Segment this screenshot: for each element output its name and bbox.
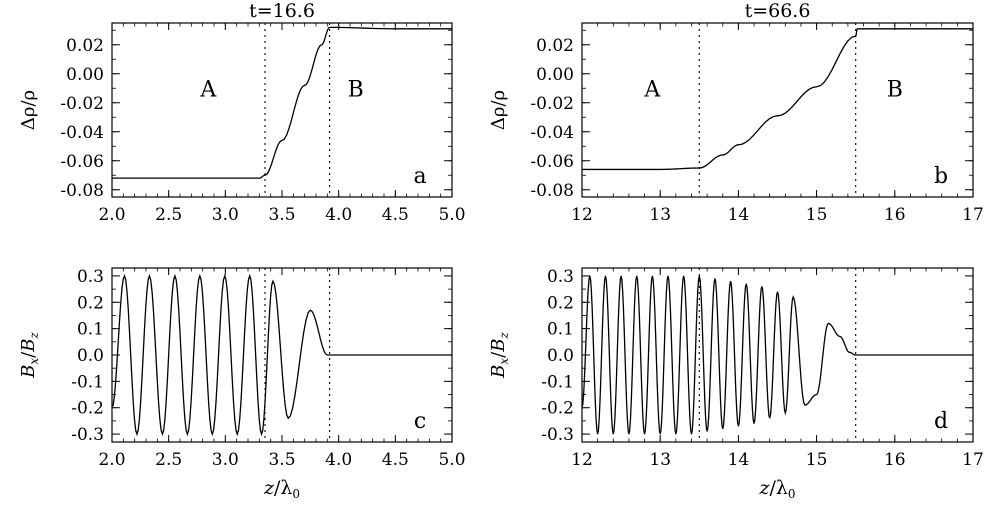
y-tick-label: -0.3 bbox=[541, 425, 574, 445]
chart-title: t=66.6 bbox=[745, 0, 811, 22]
x-tick-label: 3.0 bbox=[212, 205, 239, 225]
y-tick-label: 0.1 bbox=[77, 320, 104, 340]
chart-panel-b: t=66.6 12 13 14 15 16 17 0.02 0.00 -0.02 -0.04 -0.0… bbox=[488, 0, 984, 225]
x-tick-label: 12 bbox=[571, 205, 593, 225]
x-tick-label: 15 bbox=[806, 450, 828, 470]
y-tick-label: 0.2 bbox=[77, 293, 104, 313]
chart-title: t=16.6 bbox=[249, 0, 315, 22]
chart-panel-c: 2.0 2.5 3.0 3.5 4.0 4.5 5.0 0.3 0.2 0.1 0.0 -0.1 -0.… bbox=[18, 267, 466, 501]
chart-panel-a: t=16.6 2.0 2.5 3.0 3.5 4.0 4.5 5.0 0.02 0.00 -0.02… bbox=[18, 0, 466, 225]
y-tick-label: 0.2 bbox=[547, 293, 574, 313]
x-tick-label: 13 bbox=[649, 450, 671, 470]
y-tick-label: 0.1 bbox=[547, 320, 574, 340]
y-axis-label: Δρ/ρ bbox=[18, 90, 39, 130]
series-line bbox=[111, 273, 452, 437]
y-tick-label: -0.08 bbox=[530, 181, 574, 201]
y-tick-label: -0.1 bbox=[541, 372, 574, 392]
y-tick-label: -0.02 bbox=[60, 94, 104, 114]
y-tick-label: 0.00 bbox=[66, 65, 104, 85]
region-label: A bbox=[199, 77, 217, 102]
x-tick-label: 3.5 bbox=[268, 205, 295, 225]
y-tick-label: -0.04 bbox=[60, 123, 104, 143]
x-tick-label: 16 bbox=[884, 205, 906, 225]
y-tick-label: -0.08 bbox=[60, 181, 104, 201]
plot-frame bbox=[111, 22, 453, 198]
y-tick-label: -0.3 bbox=[71, 425, 104, 445]
chart-panel-d: 12 13 14 15 16 17 0.3 0.2 0.1 0.0 -0.1 -0.2 -0.3 Bx/B… bbox=[488, 267, 984, 501]
x-tick-label: 5.0 bbox=[438, 450, 465, 470]
y-axis-label: Bx/Bz bbox=[488, 332, 511, 379]
y-axis-label: Δρ/ρ bbox=[488, 90, 509, 130]
y-tick-label: 0.0 bbox=[547, 346, 574, 366]
region-label: A bbox=[643, 77, 661, 102]
y-tick-label: -0.2 bbox=[541, 399, 574, 419]
series-line bbox=[582, 28, 973, 171]
x-tick-label: 5.0 bbox=[438, 205, 465, 225]
panel-label: d bbox=[934, 409, 948, 434]
x-tick-label: 2.0 bbox=[98, 205, 125, 225]
y-tick-label: 0.3 bbox=[547, 267, 574, 287]
panel-label: a bbox=[413, 164, 426, 189]
x-tick-label: 3.0 bbox=[212, 450, 239, 470]
series-line bbox=[112, 26, 452, 179]
x-tick-label: 4.0 bbox=[325, 205, 352, 225]
y-tick-label: -0.1 bbox=[71, 372, 104, 392]
x-tick-label: 14 bbox=[728, 205, 750, 225]
x-tick-label: 17 bbox=[962, 205, 984, 225]
y-axis-label: Bx/Bz bbox=[18, 332, 41, 379]
y-tick-label: 0.02 bbox=[536, 36, 574, 56]
y-tick-label: -0.02 bbox=[530, 94, 574, 114]
plot-frame bbox=[581, 22, 974, 198]
x-tick-label: 2.5 bbox=[155, 450, 182, 470]
x-tick-label: 2.0 bbox=[98, 450, 125, 470]
x-tick-label: 2.5 bbox=[155, 205, 182, 225]
x-tick-label: 12 bbox=[571, 450, 593, 470]
x-tick-label: 15 bbox=[806, 205, 828, 225]
x-axis-label: z/λ0 bbox=[758, 477, 795, 501]
panel-label: b bbox=[934, 164, 948, 189]
panel-label: c bbox=[414, 409, 426, 434]
series-line bbox=[581, 275, 973, 435]
x-tick-label: 14 bbox=[728, 450, 750, 470]
y-tick-label: 0.02 bbox=[66, 36, 104, 56]
x-tick-label: 17 bbox=[962, 450, 984, 470]
x-tick-label: 4.5 bbox=[382, 205, 409, 225]
region-label: B bbox=[348, 77, 364, 102]
x-tick-label: 13 bbox=[649, 205, 671, 225]
y-tick-label: -0.04 bbox=[530, 123, 574, 143]
y-tick-label: 0.0 bbox=[77, 346, 104, 366]
x-axis-label: z/λ0 bbox=[263, 477, 300, 501]
region-label: B bbox=[887, 77, 903, 102]
x-tick-label: 16 bbox=[884, 450, 906, 470]
x-tick-label: 4.0 bbox=[325, 450, 352, 470]
y-tick-label: -0.06 bbox=[530, 152, 574, 172]
y-tick-label: -0.2 bbox=[71, 399, 104, 419]
y-tick-label: 0.3 bbox=[77, 267, 104, 287]
y-tick-label: 0.00 bbox=[536, 65, 574, 85]
x-tick-label: 4.5 bbox=[382, 450, 409, 470]
y-tick-label: -0.06 bbox=[60, 152, 104, 172]
x-tick-label: 3.5 bbox=[268, 450, 295, 470]
